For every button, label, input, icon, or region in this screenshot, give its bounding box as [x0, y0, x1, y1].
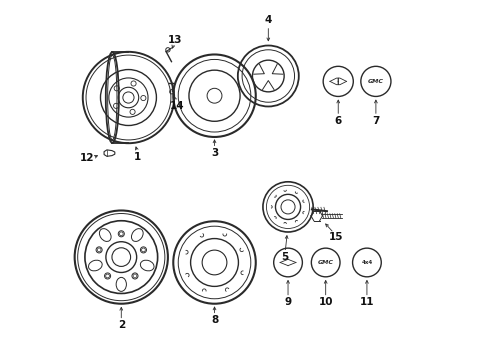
Text: 11: 11	[360, 297, 374, 307]
Text: 13: 13	[168, 35, 182, 45]
Text: 7: 7	[372, 116, 380, 126]
Ellipse shape	[99, 229, 111, 242]
Ellipse shape	[140, 260, 154, 271]
Text: 14: 14	[170, 102, 184, 112]
Text: 6: 6	[335, 116, 342, 126]
Text: 1: 1	[134, 152, 141, 162]
Ellipse shape	[116, 278, 126, 291]
Text: 10: 10	[318, 297, 333, 307]
Text: 9: 9	[285, 297, 292, 307]
Text: 8: 8	[211, 315, 218, 325]
Ellipse shape	[131, 229, 143, 242]
Ellipse shape	[89, 260, 102, 271]
Text: 15: 15	[329, 232, 343, 242]
Text: 2: 2	[118, 320, 125, 330]
Text: 12: 12	[80, 153, 95, 163]
Text: GMC: GMC	[318, 260, 334, 265]
Text: 4x4: 4x4	[361, 260, 372, 265]
Text: GMC: GMC	[368, 79, 384, 84]
Text: 4: 4	[265, 15, 272, 26]
Text: 5: 5	[281, 252, 288, 262]
Text: 3: 3	[211, 148, 218, 158]
